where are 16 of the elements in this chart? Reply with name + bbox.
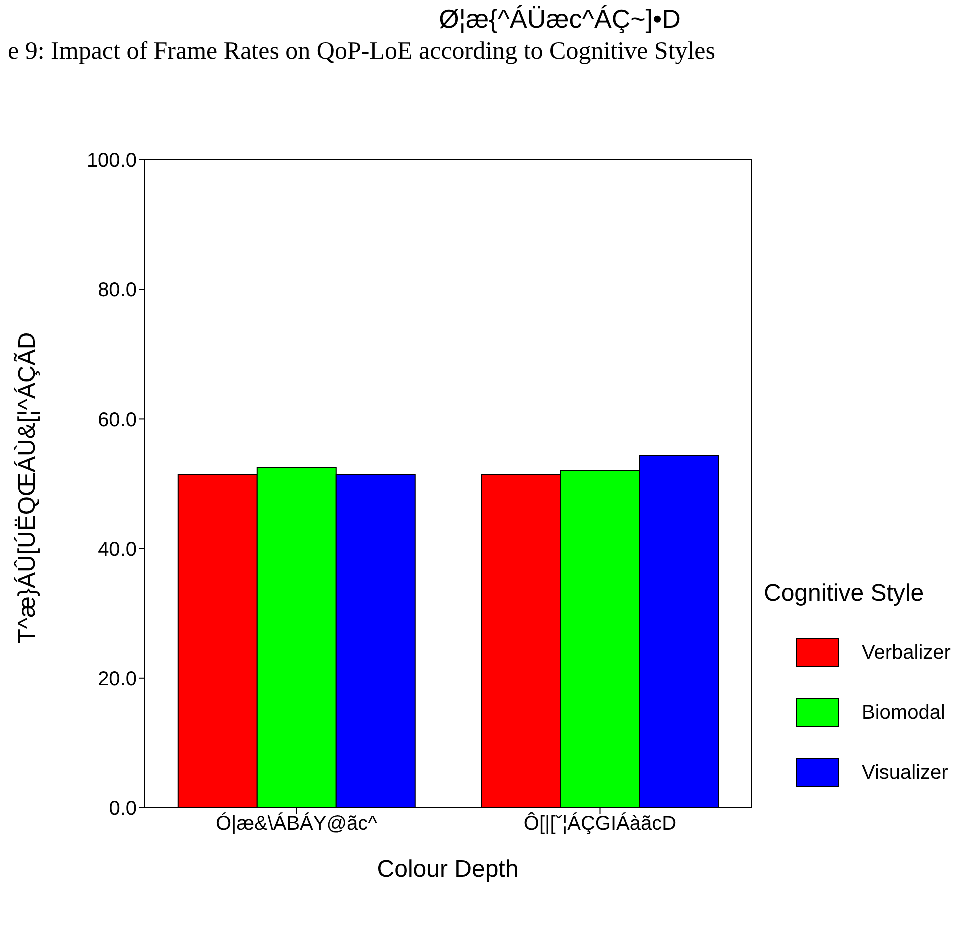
legend-label: Visualizer xyxy=(862,762,948,784)
y-tick-label: 80.0 xyxy=(98,280,137,302)
y-tick-label: 0.0 xyxy=(109,798,137,820)
y-tick-label: 100.0 xyxy=(86,150,137,172)
chart-title: e 9: Impact of Frame Rates on QoP-LoE according to Cognitive Styles xyxy=(8,38,716,66)
x-tick-label: Ô[|[ˇ¦ÁÇGIÁàãcD xyxy=(524,812,677,836)
x-tick-label: Ó|æ&\ÁBÁY@ãc^ xyxy=(216,812,378,836)
y-axis-title: T^æ}ÁÛ[ÚËQŒÁÙ&[¦^ÁÇÃD xyxy=(14,331,42,646)
x-axis-title: Colour Depth xyxy=(376,856,520,884)
y-tick-label: 20.0 xyxy=(98,668,137,690)
y-tick-label: 40.0 xyxy=(98,538,137,561)
legend-label: Biomodal xyxy=(862,702,946,724)
y-tick-label: 60.0 xyxy=(98,409,137,432)
legend-label: Verbalizer xyxy=(862,642,951,664)
chart-subtitle: Ø¦æ{^ÁÜæc^ÁÇ~]•D xyxy=(438,4,682,35)
legend-title: Cognitive Style xyxy=(764,580,926,608)
